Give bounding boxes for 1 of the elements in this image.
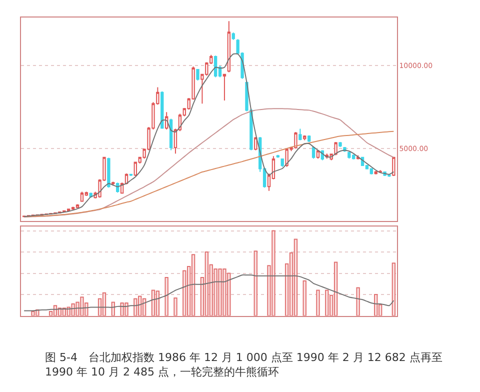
caption: 图 5-4 台北加权指数 1986 年 12 月 1 000 点至 1990 年 2 月 12 682 点再至 1990 年 10 月 2 485 点，一轮完整的牛熊循环 bbox=[45, 351, 442, 378]
